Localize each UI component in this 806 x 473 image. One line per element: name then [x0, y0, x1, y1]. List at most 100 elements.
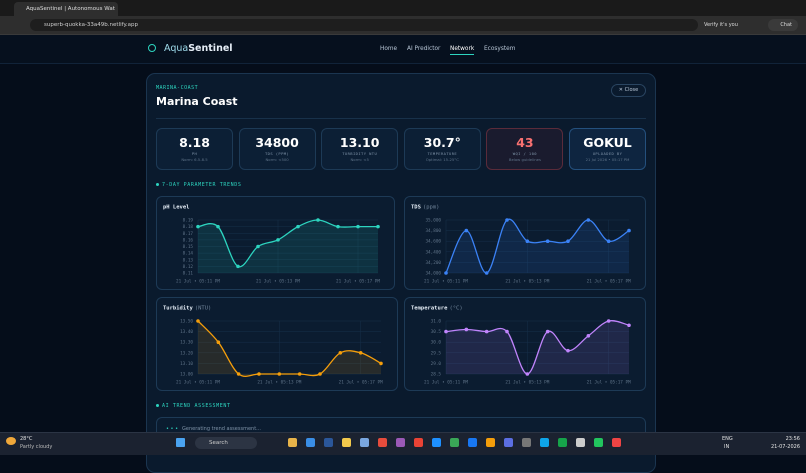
chart-unit: (NTU) — [195, 306, 212, 312]
data-point — [338, 351, 343, 355]
data-point — [277, 372, 282, 376]
nav-link[interactable]: Home — [380, 46, 398, 52]
taskbar-icon[interactable] — [468, 438, 477, 447]
taskbar-icon[interactable] — [594, 438, 603, 447]
taskbar-icon[interactable] — [450, 438, 459, 447]
logo[interactable]: AquaSentinel — [164, 42, 233, 56]
taskbar-icon[interactable] — [414, 438, 423, 447]
stat-value: 8.18 — [179, 135, 210, 150]
data-point — [484, 329, 489, 334]
data-point — [545, 329, 550, 334]
data-point — [356, 224, 360, 229]
close-button[interactable]: ✕ Close — [611, 84, 646, 97]
taskbar-icon[interactable] — [324, 438, 333, 447]
data-point — [484, 271, 489, 275]
taskbar-icon[interactable] — [558, 438, 567, 447]
taskbar-icon[interactable] — [288, 438, 297, 447]
chart-unit: (ppm) — [423, 205, 440, 211]
page: AquaSentinel | Autonomous Wat superb-quo… — [0, 0, 806, 454]
y-tick-label: 34,200 — [425, 260, 441, 266]
chat-button[interactable]: Chat — [768, 19, 798, 31]
x-tick-label: 21 Jul • 05:11 PM — [176, 380, 220, 386]
stat-value: 30.7° — [423, 135, 461, 150]
y-tick-label: 13.20 — [180, 350, 193, 356]
taskbar-icon[interactable] — [396, 438, 405, 447]
nav-link[interactable]: AI Predictor — [407, 46, 441, 52]
stat-card: 34800 TDS (PPM) Norm: <500 — [238, 128, 316, 170]
stat-label: TEMPERATURE — [427, 151, 458, 156]
data-point — [566, 239, 570, 243]
data-point — [257, 372, 261, 376]
data-point — [566, 348, 570, 353]
data-point — [316, 218, 320, 222]
stat-note: Norm: <500 — [265, 157, 289, 162]
data-point — [627, 228, 631, 233]
taskbar-icon[interactable] — [360, 438, 369, 447]
series-line — [445, 218, 630, 274]
taskbar-icon[interactable] — [306, 438, 315, 447]
data-point — [444, 271, 448, 275]
stat-value: 13.10 — [339, 135, 380, 150]
data-point — [196, 319, 200, 323]
y-tick-label: 29.5 — [431, 350, 442, 356]
taskbar-icon[interactable] — [432, 438, 441, 447]
x-tick-label: 21 Jul • 05:17 PM — [587, 380, 631, 386]
data-point — [256, 244, 260, 249]
nav-link[interactable]: Ecosystem — [484, 46, 516, 52]
divider — [156, 118, 646, 119]
logo-part: Aqua — [164, 43, 189, 54]
profile-button[interactable]: Verify it's you — [704, 22, 738, 28]
chart-card — [156, 196, 395, 290]
taskbar-icon[interactable] — [486, 438, 495, 447]
data-point — [464, 327, 469, 332]
section-heading: AI TREND ASSESSMENT — [156, 403, 231, 409]
data-point — [586, 218, 591, 222]
data-point — [606, 319, 611, 323]
x-tick-label: 21 Jul • 05:11 PM — [424, 380, 468, 386]
y-tick-label: 34,800 — [425, 228, 441, 234]
y-tick-label: 34,000 — [425, 271, 441, 277]
stat-note: 21 Jul 2026 • 05:17 PM — [585, 157, 630, 162]
nav-bar — [0, 35, 806, 64]
taskbar-icon[interactable] — [342, 438, 351, 447]
taskbar-icon[interactable] — [378, 438, 387, 447]
chart-title: Temperature — [411, 306, 448, 312]
series-area — [198, 220, 378, 273]
browser-tab[interactable]: AquaSentinel | Autonomous Wat — [14, 2, 118, 16]
data-point — [545, 239, 550, 243]
taskbar-icon[interactable] — [504, 438, 513, 447]
y-tick-label: 13.30 — [180, 340, 193, 346]
section-heading: 7-DAY PARAMETER TRENDS — [156, 182, 241, 188]
chart-card — [404, 196, 646, 290]
y-tick-label: 34,400 — [425, 249, 441, 255]
taskbar-icon[interactable] — [612, 438, 621, 447]
series-area — [446, 219, 629, 274]
stat-label: TDS (PPM) — [265, 151, 290, 156]
search-box[interactable]: Search — [195, 437, 257, 449]
stat-value: 34800 — [255, 135, 299, 150]
taskbar-icon[interactable] — [576, 438, 585, 447]
x-tick-label: 21 Jul • 05:17 PM — [587, 279, 631, 285]
start-button[interactable] — [176, 438, 185, 447]
data-point — [236, 264, 240, 269]
y-tick-label: 8.11 — [183, 271, 194, 277]
y-tick-label: 30.5 — [431, 329, 442, 335]
address-bar[interactable]: superb-quokka-33a49b.netlify.app — [30, 19, 698, 31]
stat-card: 43 WQI / 100 Below guidelines — [486, 128, 564, 170]
data-point — [358, 351, 363, 355]
taskbar-icon[interactable] — [522, 438, 531, 447]
stat-card: 30.7° TEMPERATURE Optimal: 15-25°C — [403, 128, 481, 170]
data-point — [296, 224, 300, 229]
taskbar-icon[interactable] — [540, 438, 549, 447]
data-point — [276, 238, 280, 242]
y-tick-label: 8.18 — [183, 224, 194, 230]
y-tick-label: 30.0 — [431, 340, 442, 346]
stat-note: Below guidelines — [508, 157, 541, 162]
y-tick-label: 35,000 — [425, 218, 441, 224]
x-tick-label: 21 Jul • 05:17 PM — [336, 279, 380, 285]
close-label: Close — [624, 87, 639, 93]
station-name: Marina Coast — [156, 95, 238, 108]
data-point — [586, 334, 591, 338]
nav-link[interactable]: Network — [450, 45, 475, 55]
data-point — [216, 224, 220, 229]
